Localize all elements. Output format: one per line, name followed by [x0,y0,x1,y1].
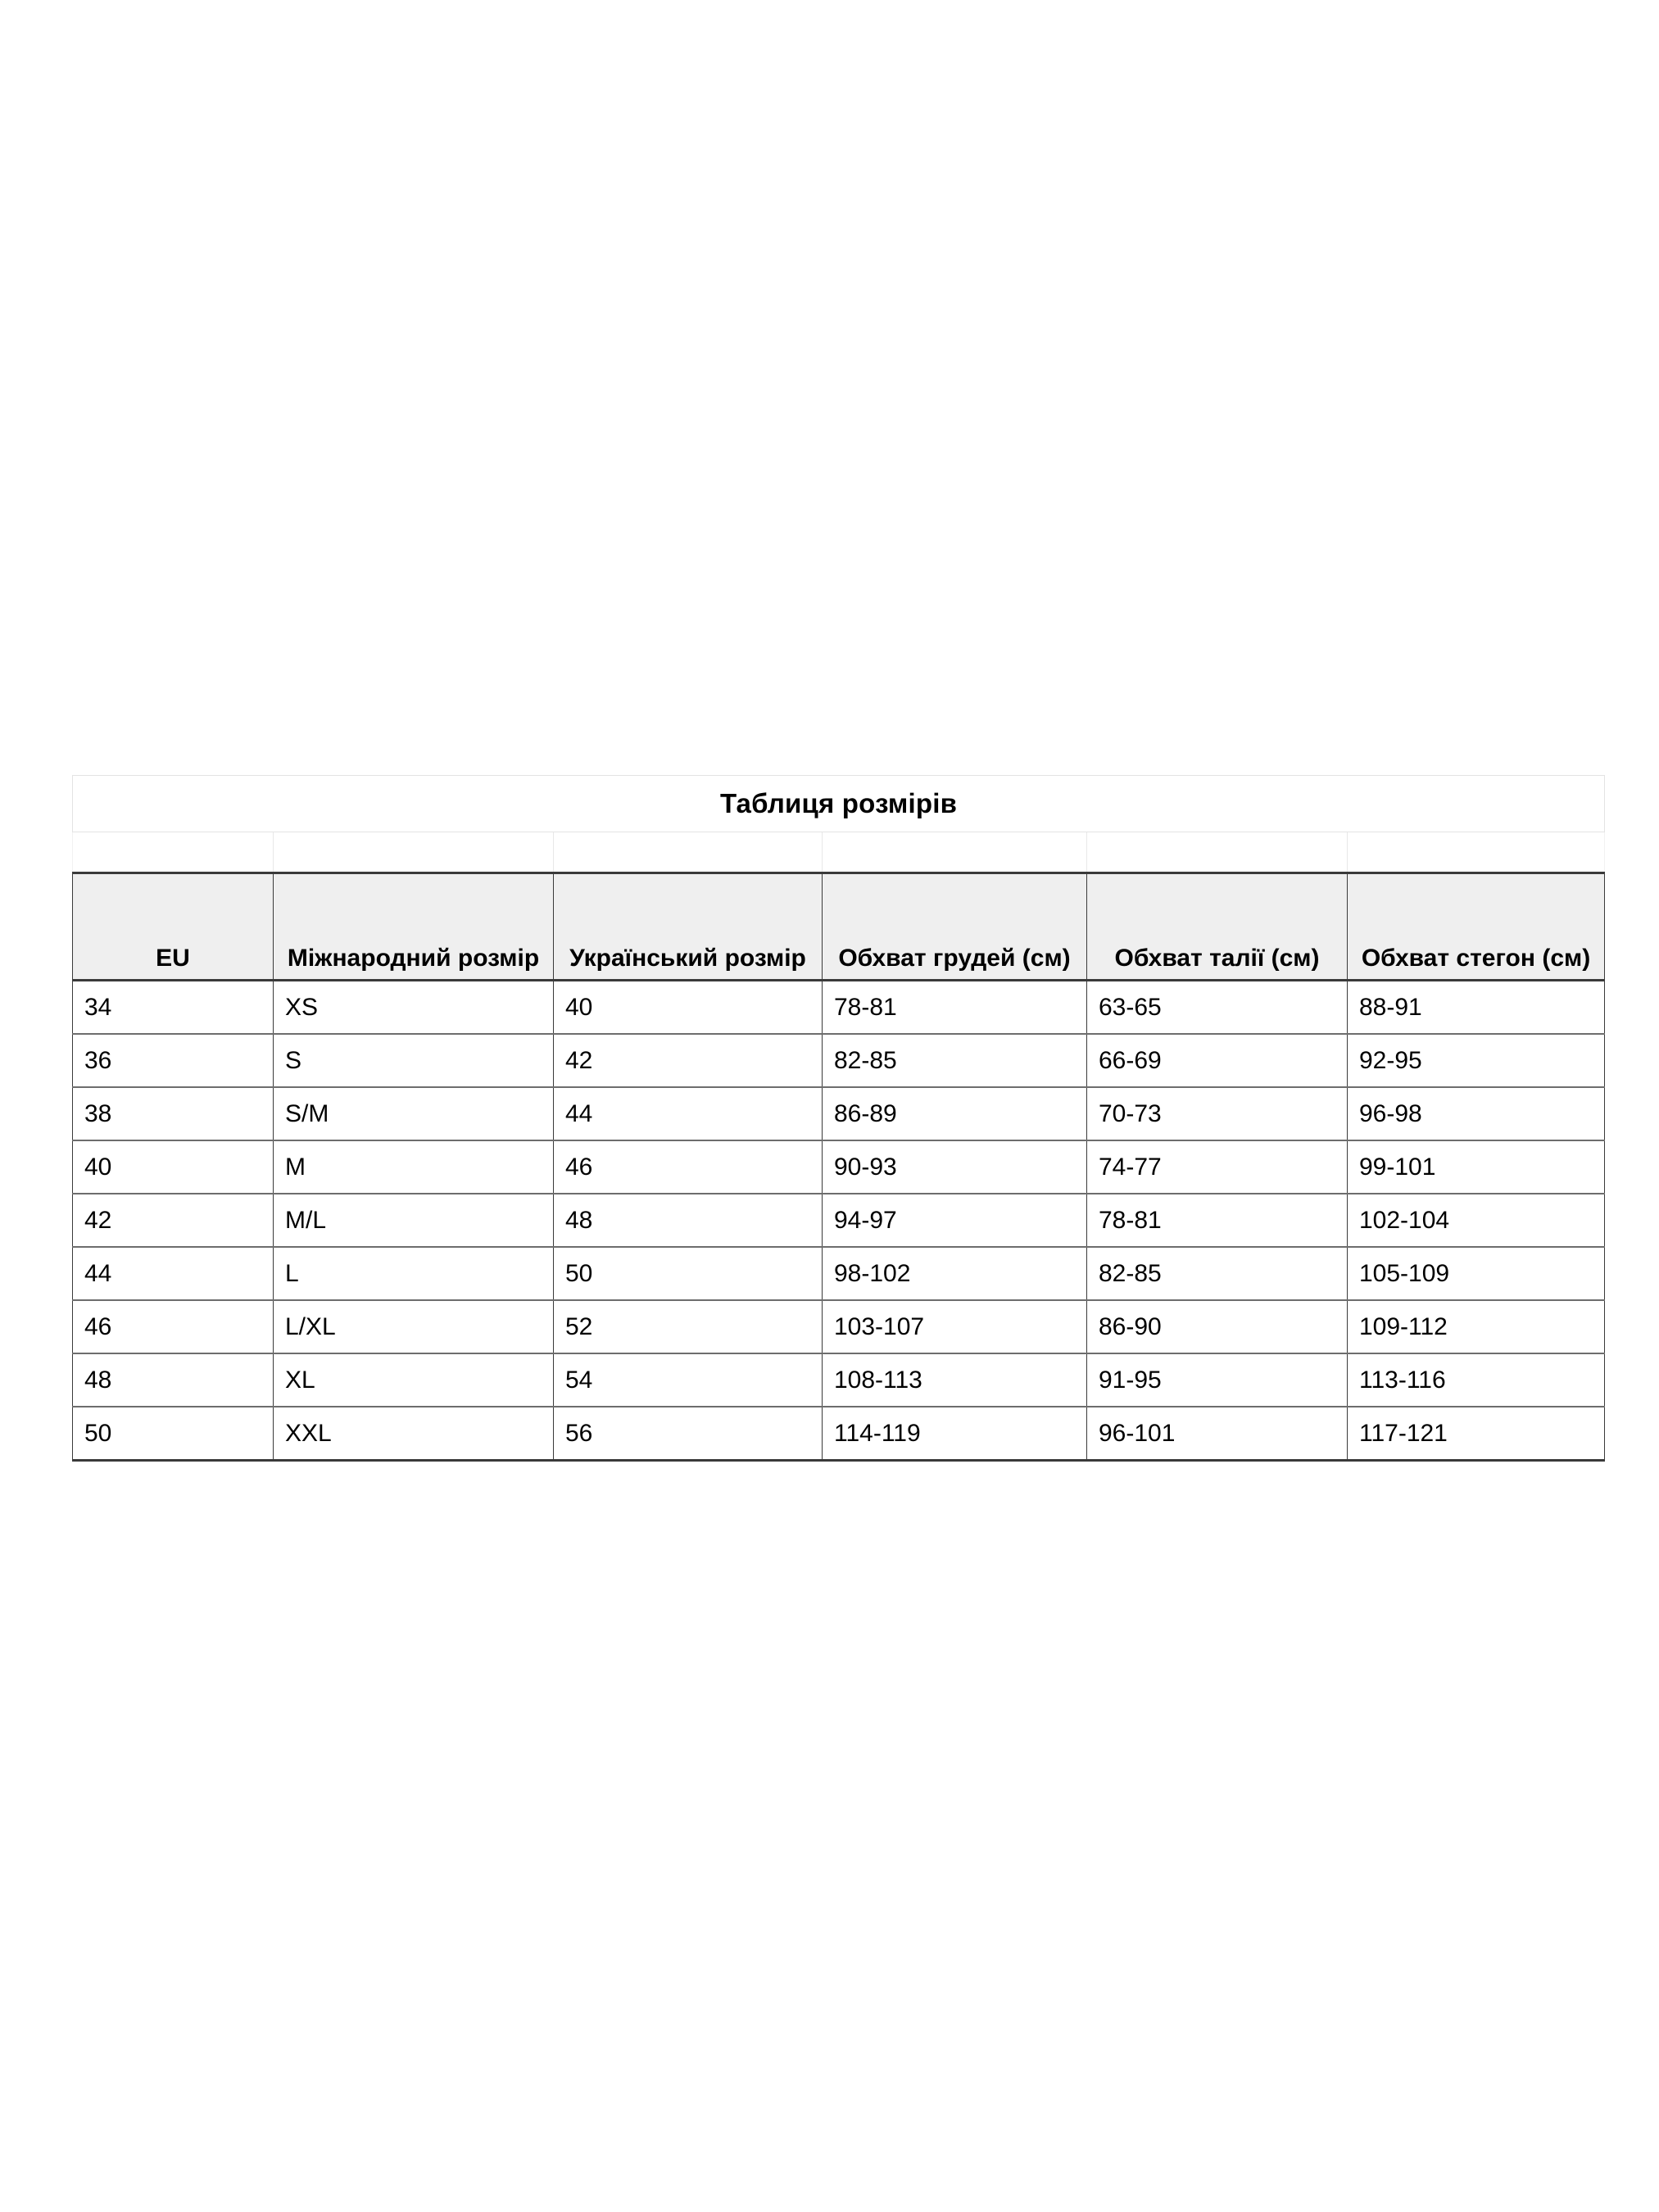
cell-intl: L/XL [273,1299,554,1354]
cell-intl: S/M [273,1086,554,1141]
table-title-row: Таблиця розмірів [71,775,1606,832]
cell-eu: 42 [72,1193,274,1248]
spacer-cell-intl [273,832,554,873]
cell-waist: 66-69 [1086,1033,1348,1088]
size-chart-body: Таблиця розмірів EU Міжнародний розмір У… [71,775,1606,1462]
cell-waist: 78-81 [1086,1193,1348,1248]
cell-ua: 42 [553,1033,823,1088]
cell-eu: 40 [72,1140,274,1194]
cell-intl: XS [273,979,554,1035]
cell-intl: M [273,1140,554,1194]
spacer-cell-hips [1346,832,1606,873]
column-header-chest: Обхват грудей (см) [822,872,1087,981]
cell-hips: 109-112 [1346,1299,1606,1354]
spacer-cell-ua [553,832,823,873]
cell-intl: M/L [273,1193,554,1248]
cell-intl: XXL [273,1406,554,1462]
cell-waist: 74-77 [1086,1140,1348,1194]
column-header-waist: Обхват талії (см) [1086,872,1348,981]
cell-ua: 44 [553,1086,823,1141]
cell-ua: 46 [553,1140,823,1194]
cell-ua: 40 [553,979,823,1035]
cell-eu: 36 [72,1033,274,1088]
cell-hips: 92-95 [1346,1033,1606,1088]
cell-eu: 38 [72,1086,274,1141]
size-chart-container: Таблиця розмірів EU Міжнародний розмір У… [71,775,1606,1462]
cell-chest: 90-93 [822,1140,1087,1194]
table-header-row: EU Міжнародний розмір Український розмір… [72,872,1606,981]
cell-ua: 52 [553,1299,823,1354]
cell-hips: 105-109 [1346,1246,1606,1301]
cell-waist: 82-85 [1086,1246,1348,1301]
cell-ua: 48 [553,1193,823,1248]
cell-chest: 108-113 [822,1353,1087,1407]
cell-ua: 56 [553,1406,823,1462]
spacer-cell-eu [72,832,274,873]
column-header-ua: Український розмір [553,872,823,981]
cell-intl: S [273,1033,554,1088]
cell-hips: 117-121 [1346,1406,1606,1462]
cell-chest: 78-81 [822,979,1087,1035]
cell-hips: 96-98 [1346,1086,1606,1141]
table-row: 42 M/L 48 94-97 78-81 102-104 [72,1193,1606,1248]
column-header-intl: Міжнародний розмір [273,872,554,981]
table-row: 44 L 50 98-102 82-85 105-109 [72,1246,1606,1301]
cell-hips: 102-104 [1346,1193,1606,1248]
cell-eu: 44 [72,1246,274,1301]
size-chart-table: Таблиця розмірів EU Міжнародний розмір У… [71,775,1606,1462]
cell-eu: 46 [72,1299,274,1354]
table-row: 36 S 42 82-85 66-69 92-95 [72,1033,1606,1088]
table-row: 38 S/M 44 86-89 70-73 96-98 [72,1086,1606,1141]
cell-eu: 34 [72,979,274,1035]
spacer-cell-waist [1086,832,1348,873]
cell-hips: 113-116 [1346,1353,1606,1407]
cell-ua: 50 [553,1246,823,1301]
cell-waist: 91-95 [1086,1353,1348,1407]
cell-chest: 86-89 [822,1086,1087,1141]
table-row: 46 L/XL 52 103-107 86-90 109-112 [72,1299,1606,1354]
cell-waist: 96-101 [1086,1406,1348,1462]
cell-chest: 114-119 [822,1406,1087,1462]
table-row: 50 XXL 56 114-119 96-101 117-121 [72,1406,1606,1462]
cell-eu: 50 [72,1406,274,1462]
cell-waist: 70-73 [1086,1086,1348,1141]
cell-intl: XL [273,1353,554,1407]
cell-chest: 82-85 [822,1033,1087,1088]
table-row: 48 XL 54 108-113 91-95 113-116 [72,1353,1606,1407]
spacer-cell-chest [822,832,1087,873]
table-row: 34 XS 40 78-81 63-65 88-91 [72,979,1606,1035]
cell-chest: 98-102 [822,1246,1087,1301]
cell-waist: 63-65 [1086,979,1348,1035]
page-title: Таблиця розмірів [71,775,1606,832]
cell-chest: 103-107 [822,1299,1087,1354]
cell-chest: 94-97 [822,1193,1087,1248]
cell-waist: 86-90 [1086,1299,1348,1354]
table-spacer-row [72,832,1606,873]
column-header-hips: Обхват стегон (см) [1346,872,1606,981]
cell-ua: 54 [553,1353,823,1407]
column-header-eu: EU [72,872,274,981]
cell-hips: 99-101 [1346,1140,1606,1194]
table-row: 40 M 46 90-93 74-77 99-101 [72,1140,1606,1194]
cell-intl: L [273,1246,554,1301]
cell-hips: 88-91 [1346,979,1606,1035]
cell-eu: 48 [72,1353,274,1407]
